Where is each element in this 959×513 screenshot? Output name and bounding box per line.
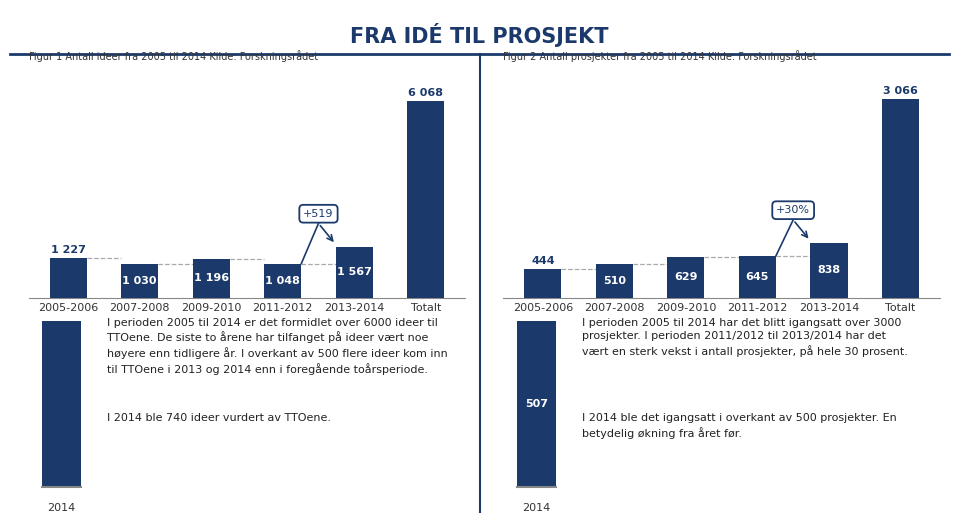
Bar xyxy=(336,247,373,298)
Bar xyxy=(121,264,158,298)
Bar xyxy=(738,255,776,298)
Bar xyxy=(50,258,86,298)
Text: +30%: +30% xyxy=(776,205,810,215)
Text: I 2014 ble 740 ideer vurdert av TTOene.: I 2014 ble 740 ideer vurdert av TTOene. xyxy=(107,413,331,423)
Text: FRA IDÉ TIL PROSJEKT: FRA IDÉ TIL PROSJEKT xyxy=(350,23,609,47)
Text: I perioden 2005 til 2014 har det blitt igangsatt over 3000
prosjekter. I periode: I perioden 2005 til 2014 har det blitt i… xyxy=(582,318,908,357)
Bar xyxy=(193,259,230,298)
Bar xyxy=(408,101,444,298)
Text: 510: 510 xyxy=(603,276,626,286)
Text: +519: +519 xyxy=(303,209,334,219)
Text: 838: 838 xyxy=(817,265,840,275)
Bar xyxy=(42,322,82,487)
Text: 6 068: 6 068 xyxy=(409,88,443,98)
Text: 645: 645 xyxy=(746,271,769,282)
Bar xyxy=(517,322,556,487)
Text: 1 048: 1 048 xyxy=(266,275,300,286)
Text: 444: 444 xyxy=(531,256,554,266)
Text: 629: 629 xyxy=(674,272,697,282)
Text: I 2014 ble det igangsatt i overkant av 500 prosjekter. En
betydelig økning fra å: I 2014 ble det igangsatt i overkant av 5… xyxy=(582,413,897,439)
Text: 1 196: 1 196 xyxy=(194,273,229,283)
Bar xyxy=(882,98,919,298)
Text: 2014: 2014 xyxy=(47,503,76,512)
Text: 1 227: 1 227 xyxy=(51,245,85,255)
Bar xyxy=(596,265,633,298)
Bar xyxy=(264,264,301,298)
Text: I perioden 2005 til 2014 er det formidlet over 6000 ideer til
TTOene. De siste t: I perioden 2005 til 2014 er det formidle… xyxy=(107,318,448,375)
Text: 507: 507 xyxy=(525,399,548,409)
Text: Figur 2 Antall prosjekter fra 2005 til 2014 Kilde: Forskningsrådet: Figur 2 Antall prosjekter fra 2005 til 2… xyxy=(503,50,817,62)
Text: Figur 1 Antall ideer fra 2005 til 2014 Kilde: Forskningsrådet: Figur 1 Antall ideer fra 2005 til 2014 K… xyxy=(29,50,317,62)
Text: 3 066: 3 066 xyxy=(883,86,918,96)
Text: 2014: 2014 xyxy=(522,503,550,512)
Bar xyxy=(525,269,561,298)
Bar xyxy=(810,243,848,298)
Text: 1 567: 1 567 xyxy=(337,267,372,277)
Text: 1 030: 1 030 xyxy=(123,276,157,286)
Bar xyxy=(667,257,705,298)
